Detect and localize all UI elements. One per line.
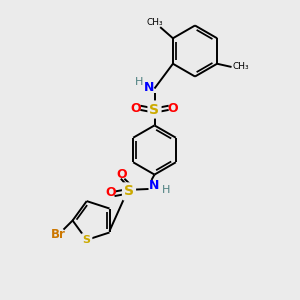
Text: O: O bbox=[116, 167, 127, 181]
Text: N: N bbox=[149, 178, 160, 192]
Text: S: S bbox=[124, 184, 134, 198]
Text: N: N bbox=[144, 81, 154, 94]
Text: O: O bbox=[168, 101, 178, 115]
Text: O: O bbox=[106, 186, 116, 200]
Text: H: H bbox=[135, 77, 143, 87]
Text: CH₃: CH₃ bbox=[146, 18, 163, 27]
Text: S: S bbox=[83, 235, 91, 245]
Text: O: O bbox=[130, 101, 141, 115]
Text: Br: Br bbox=[51, 228, 66, 242]
Text: S: S bbox=[149, 103, 160, 116]
Text: H: H bbox=[162, 185, 171, 195]
Text: CH₃: CH₃ bbox=[232, 62, 249, 71]
